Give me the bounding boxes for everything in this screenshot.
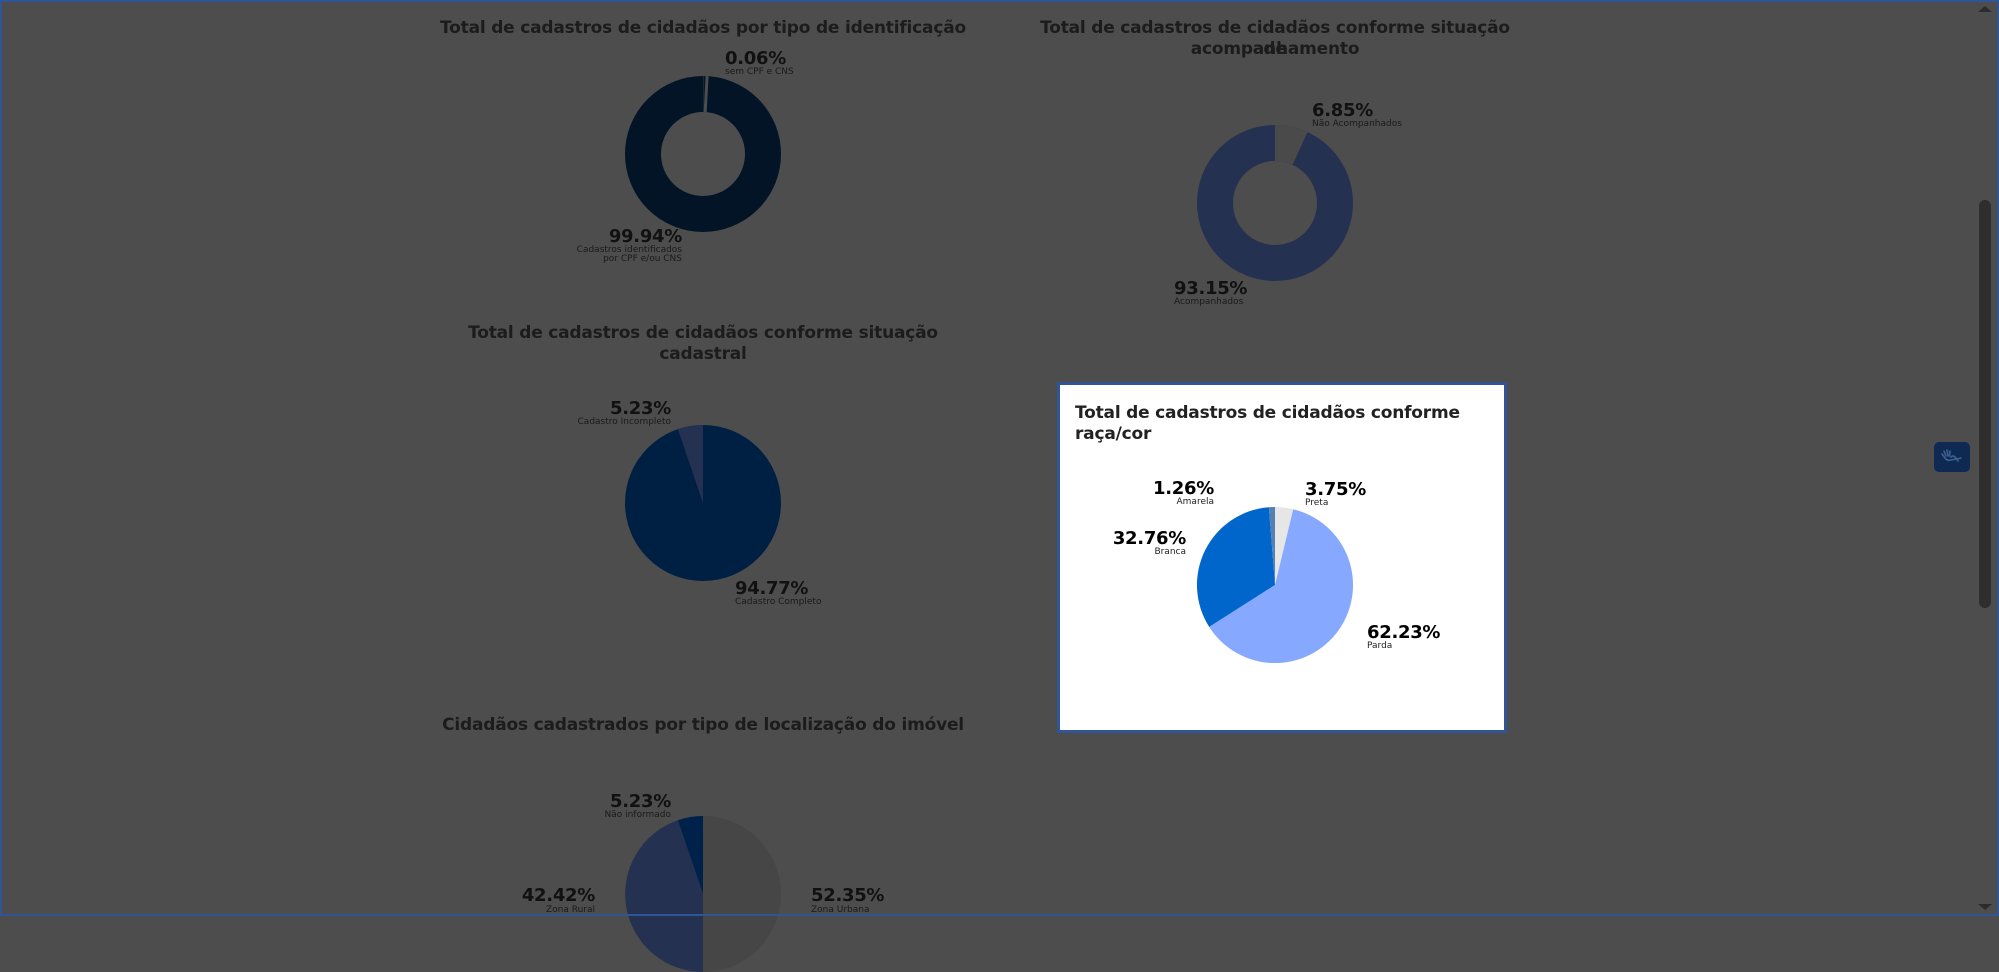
slice-label-amarela: Amarela <box>1176 497 1215 507</box>
scroll-up-arrow-icon[interactable] <box>1978 6 1992 12</box>
chart-title: Total de cadastros de cidadãos conforme … <box>468 323 938 364</box>
vertical-scrollbar[interactable] <box>1978 0 1996 916</box>
slice-pct: 94.77% <box>735 578 809 599</box>
slice-label: Acompanhados <box>1174 297 1244 307</box>
pie-chart-localizacao <box>625 816 781 972</box>
slice-label: Não Acompanhados <box>1312 119 1402 129</box>
pie-chart-situacao-cadastral <box>625 425 781 581</box>
donut-chart-acompanhamento <box>1197 125 1353 281</box>
slice-pct: 52.35% <box>811 885 885 906</box>
slice-pct-preta: 3.75% <box>1305 479 1366 500</box>
slice-label: por CPF e/ou CNS <box>603 254 682 264</box>
slice-pct: 93.15% <box>1174 278 1248 299</box>
chart-title: Total de cadastros de cidadãos conforme … <box>1075 403 1460 444</box>
slice-label: Cadastros identificados <box>576 245 682 255</box>
slice-pct: 0.06% <box>725 48 786 69</box>
slice-label: sem CPF e CNS <box>725 67 794 77</box>
slice-label-branca: Branca <box>1154 547 1186 557</box>
slice-pct-branca: 32.76% <box>1112 528 1186 549</box>
chart-title: Cidadãos cadastrados por tipo de localiz… <box>442 715 964 735</box>
slice-pct-parda: 62.23% <box>1367 622 1441 643</box>
slice-label: Cadastro Incompleto <box>577 417 671 427</box>
slice-label: Zona Rural <box>545 905 595 915</box>
scrollbar-thumb[interactable] <box>1979 200 1991 608</box>
viewport-frame <box>0 0 1999 916</box>
slice-label-parda: Parda <box>1367 641 1393 651</box>
slice-label: Cadastro Completo <box>735 597 822 607</box>
accessibility-button[interactable] <box>1934 442 1970 472</box>
pie-chart-raca-cor[interactable] <box>1196 506 1354 664</box>
slice-pct-amarela: 1.26% <box>1153 478 1214 499</box>
slice-label: Não informado <box>604 810 671 820</box>
slice-pct: 5.23% <box>610 398 671 419</box>
slice-pct: 6.85% <box>1312 100 1373 121</box>
donut-chart-identificacao <box>625 75 781 232</box>
chart-title-line2: acompanhamento <box>1190 39 1360 59</box>
scroll-down-arrow-icon[interactable] <box>1978 904 1992 910</box>
slice-label-preta: Preta <box>1305 498 1329 508</box>
slice-pct: 5.23% <box>610 791 671 812</box>
chart-card-raca-cor[interactable]: Total de cadastros de cidadãos conforme … <box>1057 382 1507 733</box>
slice-pct: 42.42% <box>521 885 595 906</box>
slice-label: Zona Urbana <box>811 905 870 915</box>
slice-pct: 99.94% <box>608 226 682 247</box>
sign-language-icon <box>1941 449 1962 462</box>
chart-title: Total de cadastros de cidadãos conforme … <box>1040 18 1510 59</box>
chart-title: Total de cadastros de cidadãos por tipo … <box>440 18 966 38</box>
